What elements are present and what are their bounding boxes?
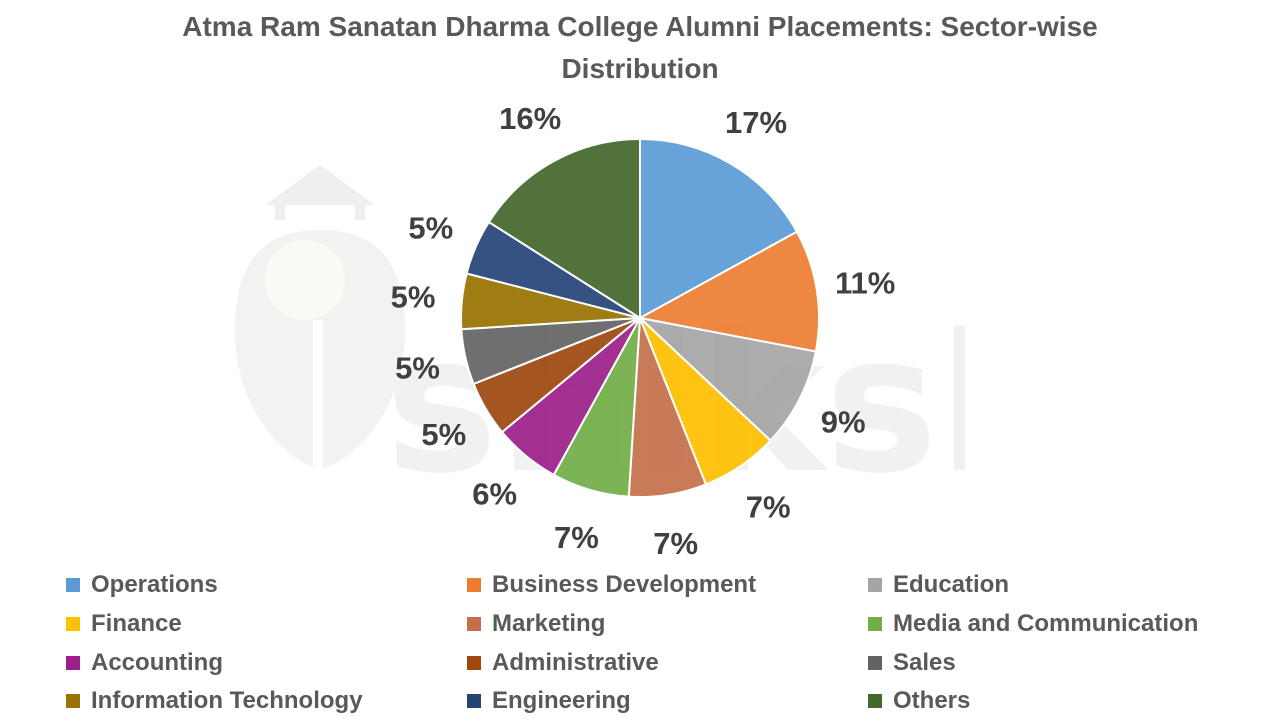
pie-slice-others: [487, 137, 641, 320]
data-label-engineering: 5%: [408, 210, 453, 245]
chart-title: Atma Ram Sanatan Dharma College Alumni P…: [0, 6, 1280, 90]
legend-label: Marketing: [492, 610, 606, 638]
chart-title-line-1: Atma Ram Sanatan Dharma College Alumni P…: [182, 11, 1098, 42]
legend-item-marketing: Marketing: [467, 605, 868, 644]
legend-label: Engineering: [492, 687, 631, 715]
legend-swatch: [467, 655, 481, 670]
legend-label: Finance: [91, 610, 182, 638]
data-label-finance: 7%: [746, 490, 791, 525]
pie-slice-business-development: [637, 230, 820, 353]
legend-label: Media and Communication: [893, 610, 1199, 638]
legend-item-accounting: Accounting: [66, 643, 467, 682]
data-label-sales: 5%: [395, 351, 440, 386]
legend-item-sales: Sales: [868, 643, 1246, 682]
legend-label: Education: [893, 571, 1010, 599]
legend-swatch: [868, 694, 882, 709]
legend-swatch: [66, 694, 80, 709]
legend-label: Others: [893, 687, 971, 715]
legend-label: Sales: [893, 648, 956, 676]
data-label-media-and-communication: 7%: [554, 520, 599, 555]
legend-item-information-technology: Information Technology: [66, 682, 467, 721]
legend-swatch: [868, 617, 882, 632]
legend-item-administrative: Administrative: [467, 643, 868, 682]
data-label-marketing: 7%: [653, 526, 698, 561]
legend-label: Business Development: [492, 571, 757, 599]
pie-slice-education: [636, 316, 817, 442]
legend-item-others: Others: [868, 682, 1246, 721]
data-label-accounting: 6%: [472, 477, 517, 512]
legend-item-media-and-communication: Media and Communication: [868, 605, 1246, 644]
legend-item-business-development: Business Development: [467, 566, 868, 605]
legend-swatch: [467, 578, 481, 593]
legend-swatch: [467, 694, 481, 709]
data-label-others: 16%: [499, 101, 561, 136]
legend-swatch: [868, 655, 882, 670]
legend-swatch: [467, 617, 481, 632]
data-label-business-development: 11%: [835, 265, 895, 300]
pie-slice-operations: [639, 137, 799, 320]
legend-swatch: [66, 617, 80, 632]
legend-swatch: [66, 655, 80, 670]
data-label-education: 9%: [821, 405, 866, 440]
legend-label: Information Technology: [91, 687, 363, 715]
legend-item-education: Education: [868, 566, 1246, 605]
legend-item-operations: Operations: [66, 566, 467, 605]
legend-swatch: [66, 578, 80, 593]
legend-label: Operations: [91, 571, 218, 599]
legend-swatch: [868, 578, 882, 593]
chart-legend: Operations Business Development Education F…: [66, 566, 1246, 721]
chart-title-line-2: Distribution: [561, 53, 719, 84]
legend-label: Administrative: [492, 648, 659, 676]
legend-item-engineering: Engineering: [467, 682, 868, 721]
data-label-information-technology: 5%: [391, 280, 436, 315]
legend-item-finance: Finance: [66, 605, 467, 644]
legend-label: Accounting: [91, 648, 223, 676]
data-label-administrative: 5%: [421, 417, 466, 452]
data-label-operations: 17%: [725, 105, 787, 140]
